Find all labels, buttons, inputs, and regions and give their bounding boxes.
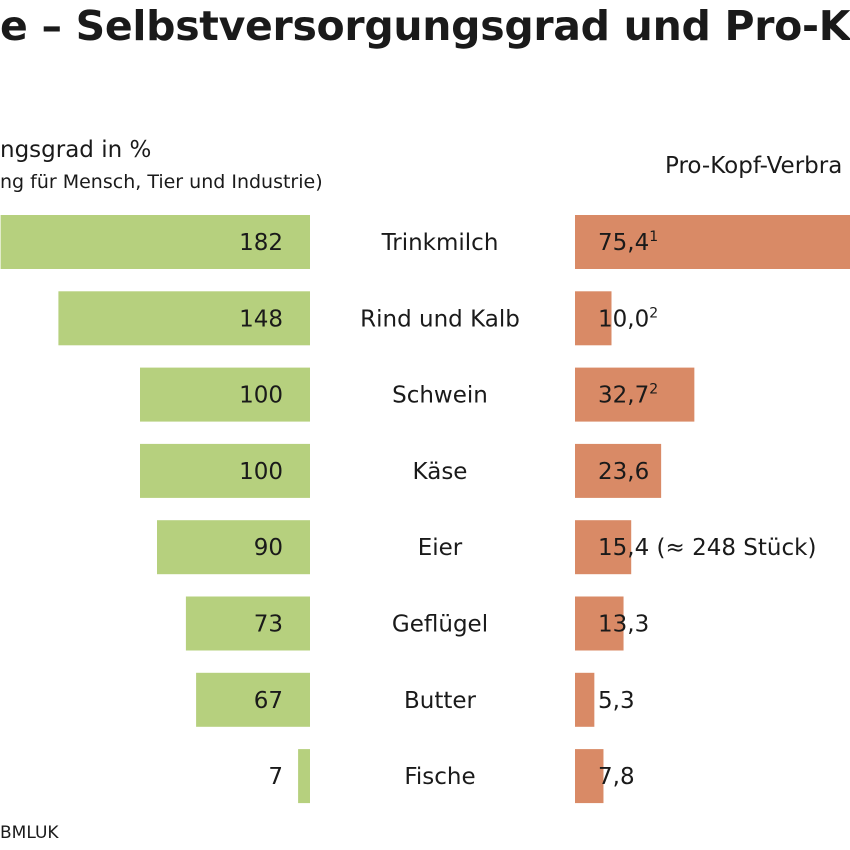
left-bar <box>196 672 310 727</box>
category-label: Fische <box>404 764 475 790</box>
left-bar <box>157 520 310 575</box>
chart-title: e – Selbstversorgungsgrad und Pro-Kopf-V <box>0 2 850 50</box>
left-bar-label: 100 <box>239 383 283 409</box>
footnote-marker: 2 <box>649 305 658 321</box>
category-label: Eier <box>418 535 463 561</box>
category-label: Butter <box>404 688 477 714</box>
left-bar <box>185 596 310 651</box>
left-panel-note: ng für Mensch, Tier und Industrie) <box>0 171 323 193</box>
left-bar-label: 73 <box>254 612 283 638</box>
left-bar <box>140 443 310 498</box>
right-bar-label: 32,72 <box>598 382 658 409</box>
right-panel-heading: Pro-Kopf-Verbra <box>665 153 843 179</box>
category-label: Trinkmilch <box>381 230 499 256</box>
right-bar-label: 23,6 <box>598 459 649 485</box>
left-bar-label: 90 <box>254 535 283 561</box>
category-label: Käse <box>413 459 468 485</box>
right-bar <box>575 672 595 727</box>
category-label: Geflügel <box>392 612 488 638</box>
left-bar-label: 148 <box>239 306 283 332</box>
left-bar-label: 100 <box>239 459 283 485</box>
right-bar-label: 5,3 <box>598 688 635 714</box>
left-panel-heading: ngsgrad in % <box>0 137 152 163</box>
right-bar-label: 7,8 <box>598 764 635 790</box>
left-bar <box>140 367 310 422</box>
right-bar-label: 75,41 <box>598 229 658 256</box>
right-bar <box>575 596 624 651</box>
left-bar <box>0 215 310 269</box>
left-bar <box>58 291 311 346</box>
category-label: Schwein <box>392 383 488 409</box>
source-note: BMLUK <box>0 823 59 843</box>
right-bar <box>575 215 850 269</box>
right-bar-label: 10,02 <box>598 305 658 332</box>
right-bar <box>575 291 612 346</box>
right-bar-label: 13,3 <box>598 612 649 638</box>
right-bar-label: 15,4 (≈ 248 Stück) <box>598 535 816 561</box>
left-bar-label: 182 <box>239 230 283 256</box>
right-bar <box>575 367 695 422</box>
left-bar-label: 67 <box>254 688 283 714</box>
right-bar <box>575 520 632 575</box>
footnote-marker: 1 <box>649 229 658 245</box>
left-bar-label: 7 <box>268 764 283 790</box>
category-label: Rind und Kalb <box>360 306 520 332</box>
footnote-marker: 2 <box>649 382 658 398</box>
left-bar <box>298 749 310 804</box>
right-bar <box>575 749 604 804</box>
right-bar <box>575 443 662 498</box>
